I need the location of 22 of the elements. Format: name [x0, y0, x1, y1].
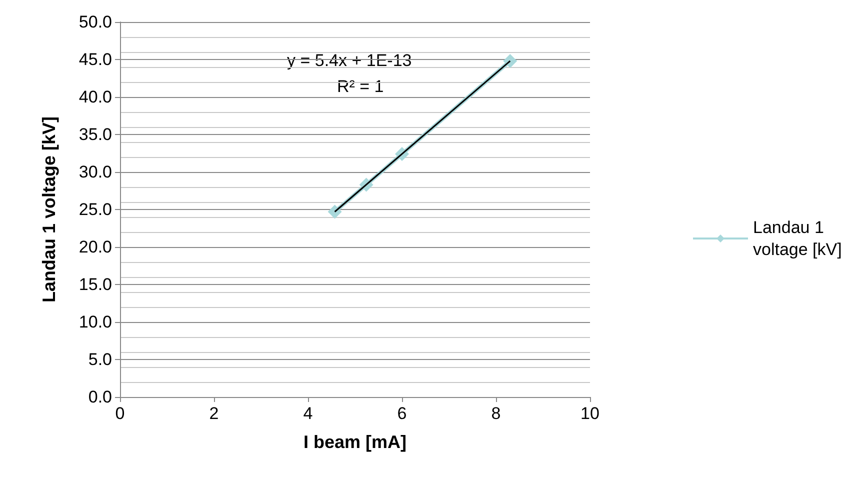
y-tick-label: 20.0 [78, 238, 112, 256]
x-axis-title: I beam [mA] [303, 432, 407, 452]
legend-label: Landau 1 voltage [kV] [753, 218, 842, 259]
y-tick-label: 5.0 [88, 350, 112, 369]
point [328, 204, 342, 219]
y-axis-title: Landau 1 voltage [kV] [39, 116, 59, 303]
y-tick-label: 15.0 [78, 275, 112, 294]
y-tick-label: 30.0 [78, 162, 112, 182]
x-tick-label: 8 [491, 404, 501, 423]
x-tick-label: 2 [209, 404, 219, 423]
y-tick-label: 10.0 [78, 312, 112, 332]
x-tick-label: 0 [115, 404, 125, 423]
y-tick-label: 25.0 [78, 200, 112, 219]
x-tick-label: 4 [303, 404, 313, 423]
y-tick-label: 45.0 [78, 50, 112, 69]
y-tick-label: 0.0 [88, 388, 112, 406]
point [503, 54, 518, 68]
x-tick-label: 10 [580, 404, 600, 423]
y-tick-label: 35.0 [78, 125, 112, 144]
y-tick-label: 50.0 [78, 12, 112, 32]
x-tick-label: 6 [397, 404, 407, 423]
y-tick-label: 40.0 [78, 88, 112, 106]
